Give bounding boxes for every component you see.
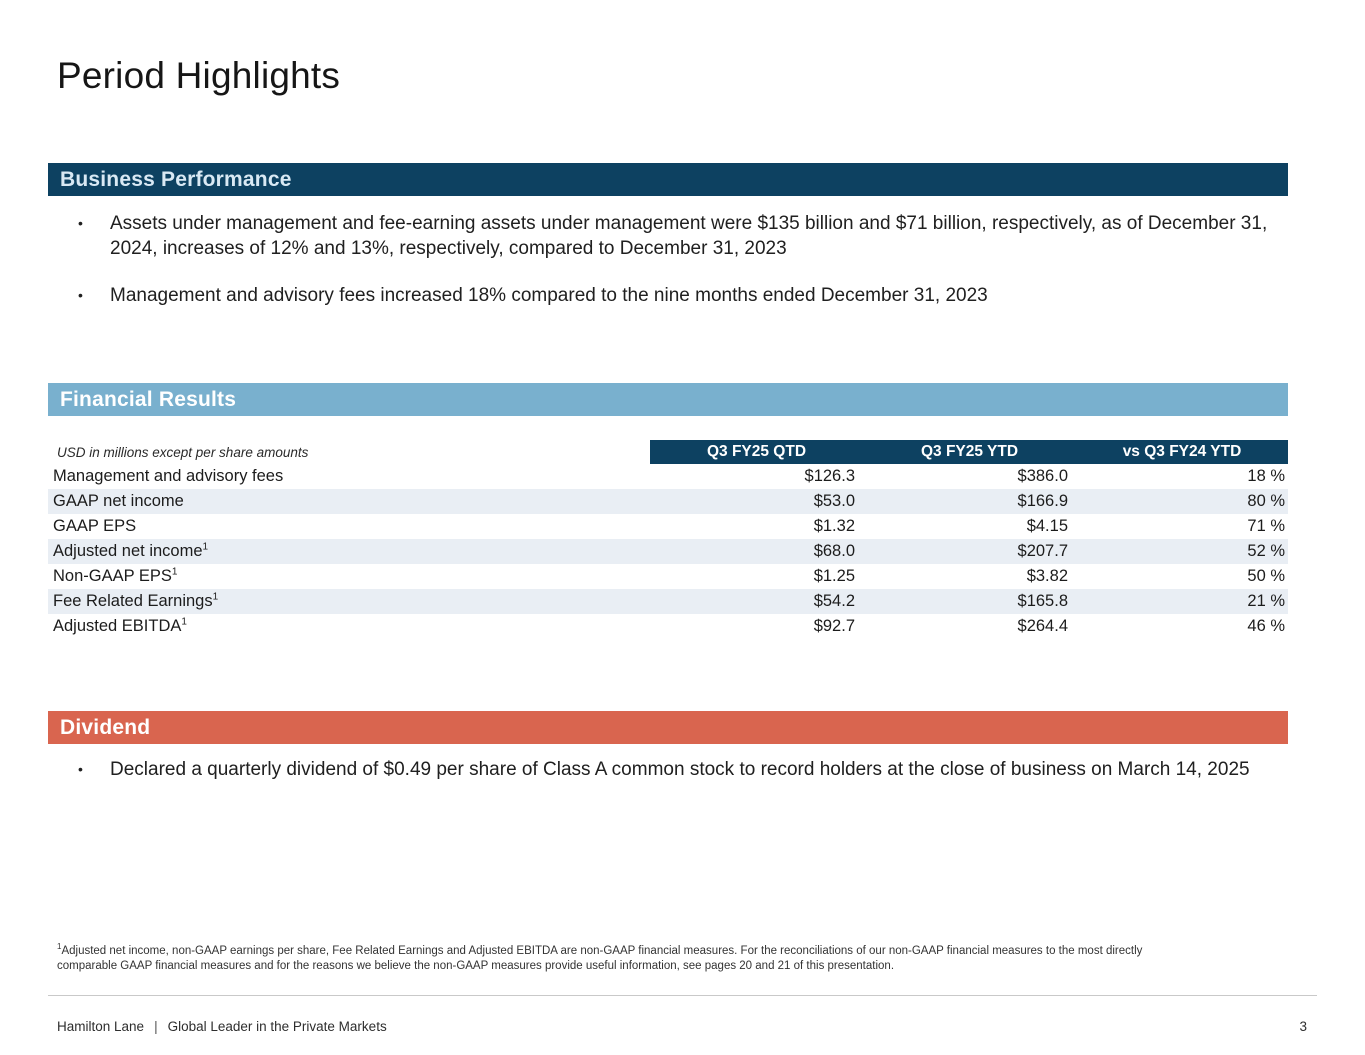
list-item: Management and advisory fees increased 1… (78, 283, 1283, 308)
section-header-label: Financial Results (60, 387, 237, 411)
row-label: Adjusted EBITDA1 (53, 616, 187, 635)
row-value: $165.8 (1017, 592, 1068, 610)
bullet-text: Declared a quarterly dividend of $0.49 p… (110, 759, 1250, 780)
page-title: Period Highlights (57, 55, 341, 96)
row-label: Management and advisory fees (53, 467, 284, 485)
footer-separator: | (154, 1019, 158, 1034)
table-row: Fee Related Earnings1 $54.2 $165.8 21 % (48, 589, 1288, 614)
table-row: GAAP EPS $1.32 $4.15 71 % (48, 514, 1288, 539)
footnote-text: Adjusted net income, non-GAAP earnings p… (57, 945, 1143, 972)
section-header-dividend: Dividend (48, 711, 1288, 744)
table-row: Adjusted net income1 $68.0 $207.7 52 % (48, 539, 1288, 564)
row-value: 80 % (1247, 492, 1285, 510)
bullet-icon (78, 211, 110, 261)
row-value: $68.0 (813, 542, 855, 560)
column-header-vs: vs Q3 FY24 YTD (1076, 440, 1288, 464)
financial-results-table: USD in millions except per share amounts… (48, 440, 1288, 639)
row-value: 52 % (1247, 542, 1285, 560)
footnote-reference: 1 (181, 616, 187, 628)
company-name: Hamilton Lane (57, 1019, 145, 1034)
row-value: $53.0 (813, 492, 855, 510)
row-value: $166.9 (1017, 492, 1068, 510)
list-item: Assets under management and fee-earning … (78, 211, 1283, 261)
section-header-business-performance: Business Performance (48, 163, 1288, 196)
bullet-text: Assets under management and fee-earning … (110, 213, 1268, 259)
column-header-ytd: Q3 FY25 YTD (863, 440, 1076, 464)
table-row: Management and advisory fees $126.3 $386.0… (48, 464, 1288, 489)
bullet-icon (78, 283, 110, 308)
list-item: Declared a quarterly dividend of $0.49 p… (78, 757, 1283, 782)
row-value: $1.32 (813, 517, 855, 535)
row-value: $386.0 (1017, 467, 1068, 485)
row-label: Non-GAAP EPS1 (53, 566, 178, 585)
section-header-label: Dividend (60, 715, 151, 739)
table-row: GAAP net income $53.0 $166.9 80 % (48, 489, 1288, 514)
row-label: GAAP EPS (53, 517, 137, 535)
footnote-reference: 1 (202, 541, 209, 553)
footer-divider (48, 995, 1317, 996)
financial-table-body: Management and advisory fees $126.3 $386.0… (48, 464, 1288, 639)
business-bullet-list: Assets under management and fee-earning … (78, 211, 1283, 330)
bullet-icon (78, 757, 110, 782)
row-value: $3.82 (1026, 567, 1068, 585)
footnote: 1Adjusted net income, non-GAAP earnings … (57, 942, 1197, 974)
dividend-bullet-list: Declared a quarterly dividend of $0.49 p… (78, 757, 1283, 804)
column-header-qtd: Q3 FY25 QTD (650, 440, 863, 464)
footnote-reference: 1 (171, 566, 178, 578)
row-value: 50 % (1247, 567, 1285, 585)
section-header-label: Business Performance (60, 167, 292, 191)
row-label: Adjusted net income1 (53, 541, 209, 560)
footnote-reference: 1 (212, 591, 219, 603)
row-value: $207.7 (1017, 542, 1068, 560)
row-label: GAAP net income (53, 492, 184, 510)
row-value: $126.3 (804, 467, 855, 485)
row-value: $54.2 (813, 592, 855, 610)
company-tagline: Global Leader in the Private Markets (167, 1019, 387, 1034)
row-value: 46 % (1247, 617, 1285, 635)
row-value: $92.7 (813, 617, 855, 635)
table-units-note: USD in millions except per share amounts (57, 444, 309, 460)
footer: Hamilton Lane | Global Leader in the Pri… (57, 1019, 387, 1034)
bullet-text: Management and advisory fees increased 1… (110, 285, 988, 306)
table-header-row: USD in millions except per share amounts… (48, 440, 1288, 464)
table-row: Adjusted EBITDA1 $92.7 $264.4 46 % (48, 614, 1288, 639)
row-value: $264.4 (1017, 617, 1068, 635)
table-row: Non-GAAP EPS1 $1.25 $3.82 50 % (48, 564, 1288, 589)
section-header-financial-results: Financial Results (48, 383, 1288, 416)
row-value: 21 % (1247, 592, 1285, 610)
row-value: 71 % (1247, 517, 1285, 535)
page-number: 3 (1299, 1019, 1307, 1034)
row-value: $4.15 (1026, 517, 1068, 535)
footnote-superscript: 1 (57, 942, 62, 952)
row-value: 18 % (1247, 467, 1285, 485)
row-label: Fee Related Earnings1 (53, 591, 219, 610)
row-value: $1.25 (813, 567, 855, 585)
